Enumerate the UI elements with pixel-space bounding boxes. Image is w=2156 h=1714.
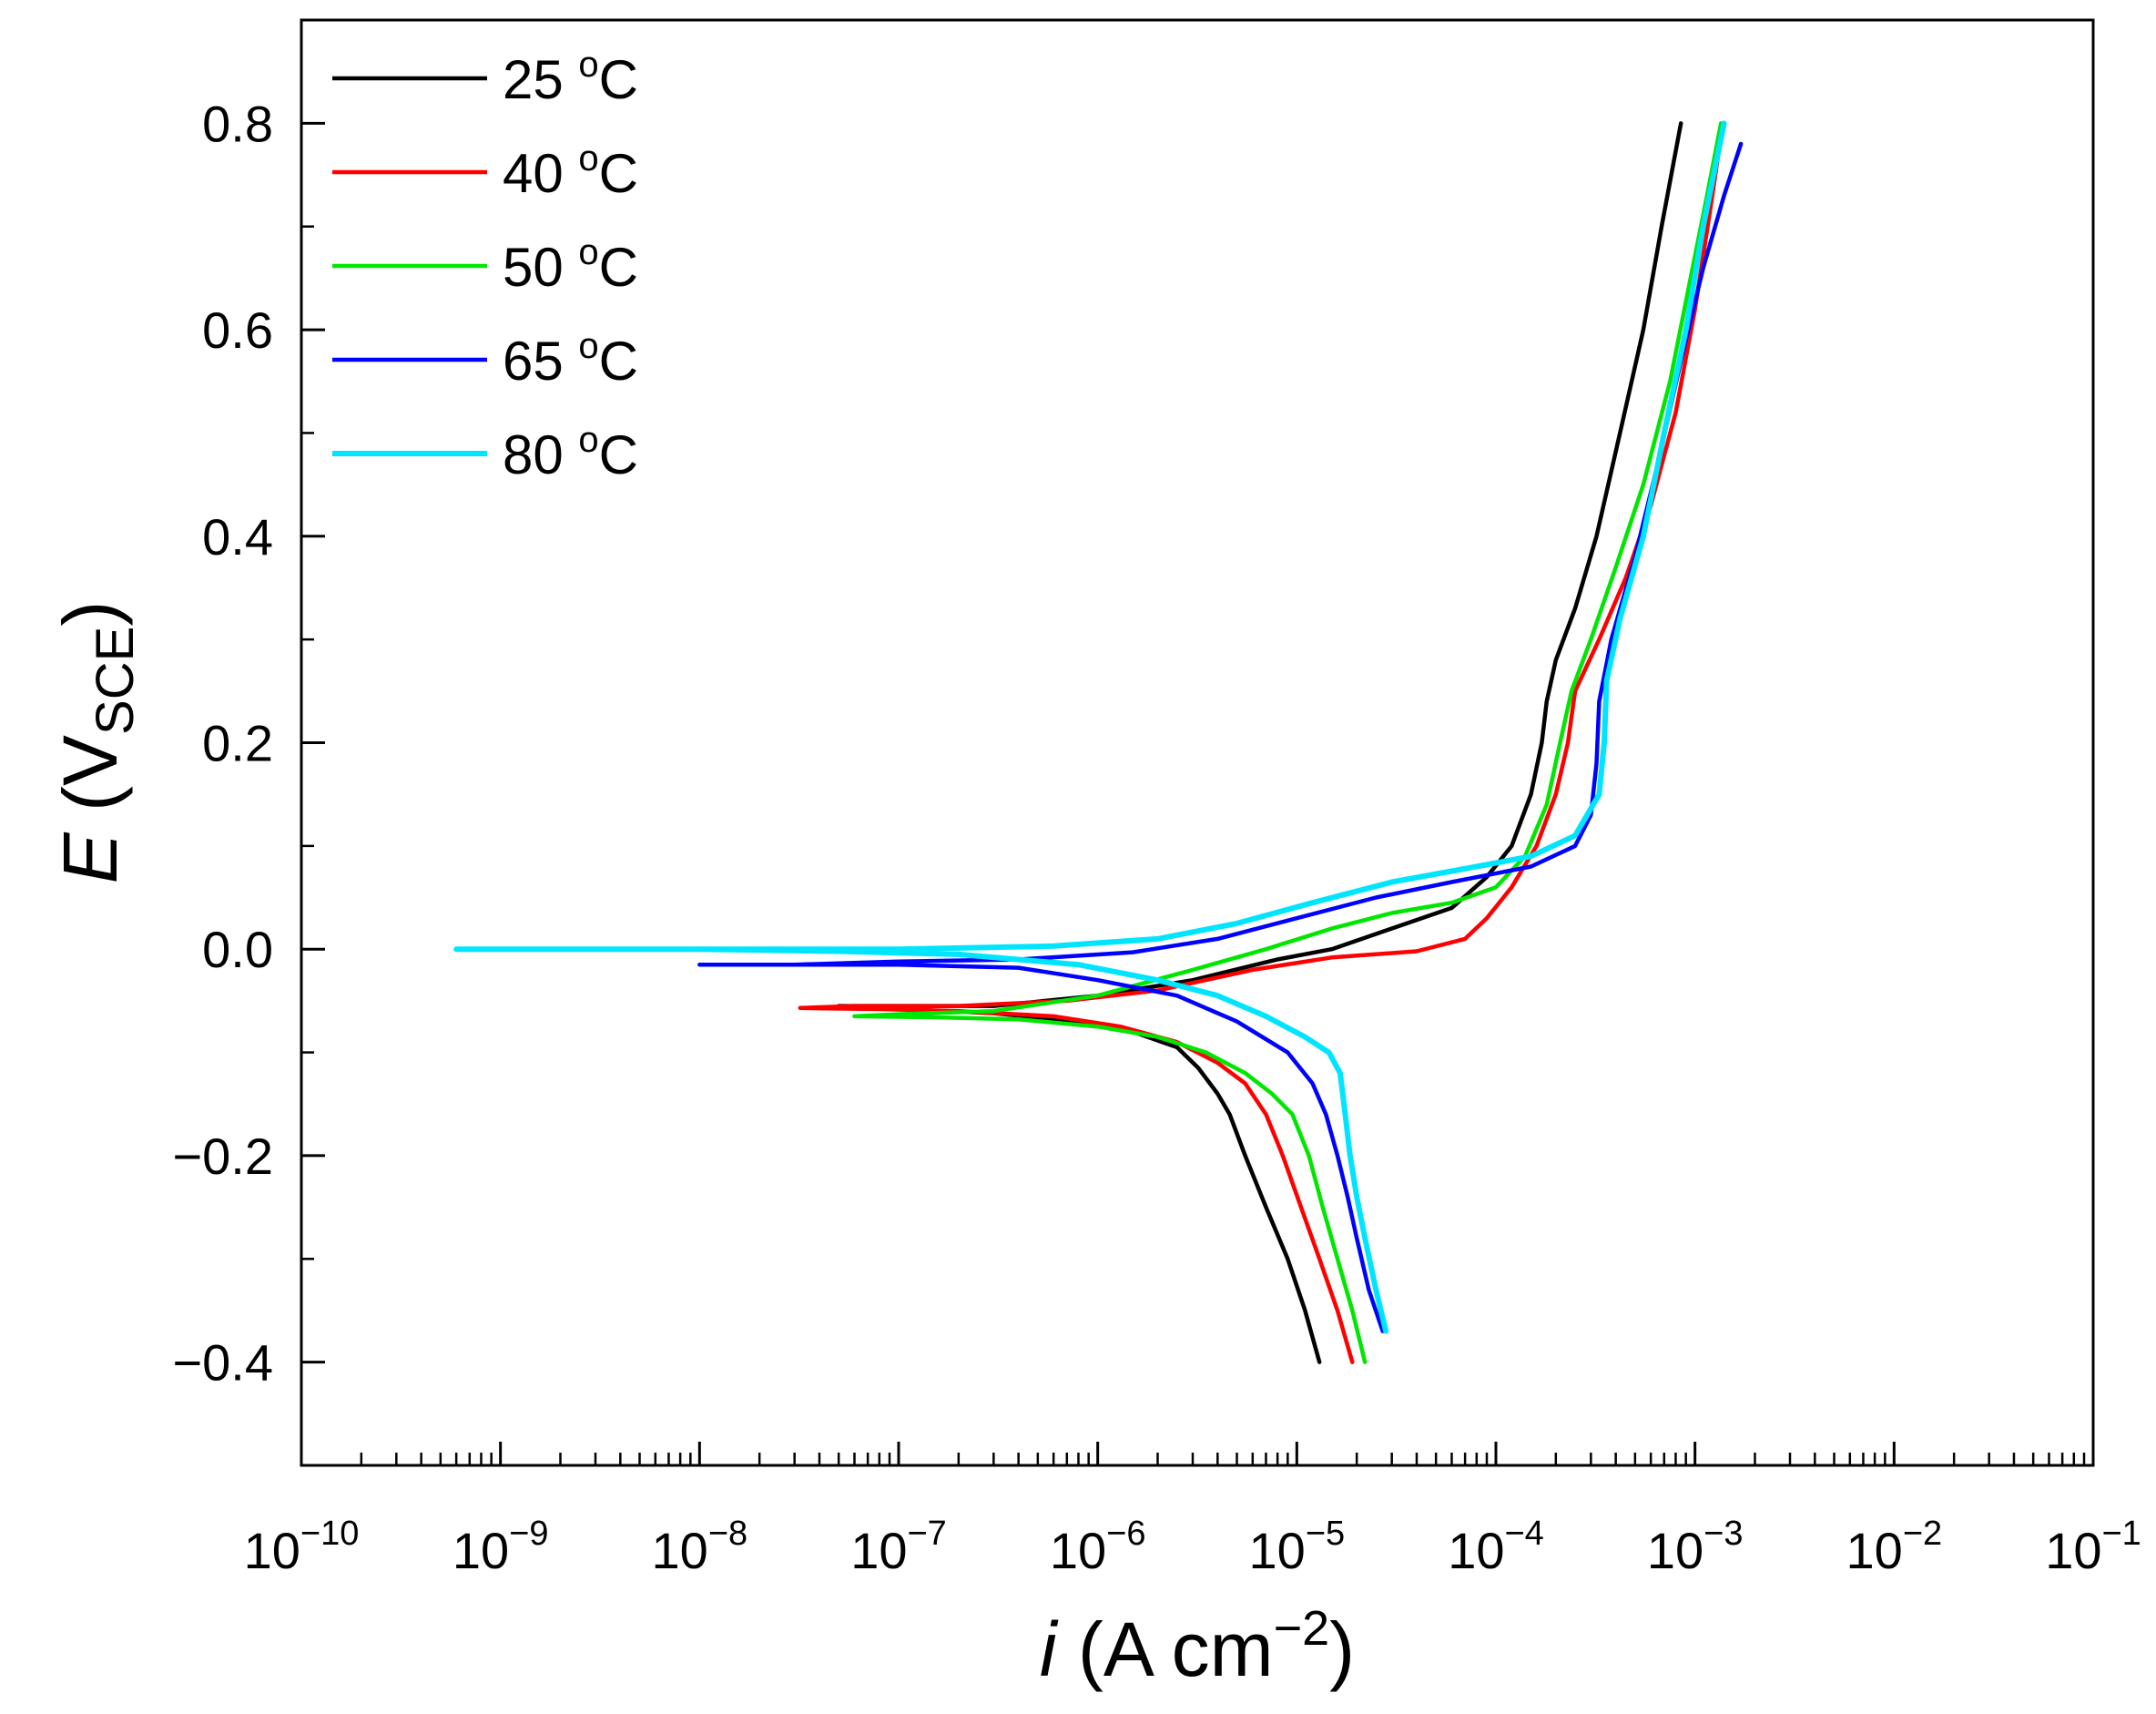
y-axis-label-sub: SCE (86, 627, 145, 735)
legend: 25 oC 40 oC 50 oC 65 oC 80 oC (332, 45, 638, 485)
legend-label: 25 oC (503, 45, 638, 110)
x-tick-label: 10−8 (652, 1515, 748, 1579)
series-line-5 (453, 120, 1727, 1334)
y-axis-label-italic: E (47, 831, 133, 883)
y-axis-label-text: (V (47, 735, 133, 832)
x-tick-label: 10−6 (1050, 1515, 1146, 1579)
y-tick-label: −0.4 (172, 1334, 273, 1392)
y-tick-label: −0.2 (172, 1127, 273, 1185)
y-tick-label: 0.6 (202, 301, 273, 359)
x-axis-label: i (A cm−2) (1040, 1601, 1355, 1692)
x-tick-label: 10−1 (2045, 1515, 2141, 1579)
x-tick-label: 10−3 (1647, 1515, 1744, 1579)
plot-area (300, 18, 2095, 1467)
legend-label: 65 oC (503, 326, 638, 392)
x-axis-label-italic: i (1040, 1607, 1059, 1692)
legend-label: 50 oC (503, 232, 638, 298)
x-tick-label: 10−7 (850, 1515, 947, 1579)
x-tick-label: 10−9 (453, 1515, 549, 1579)
y-axis-label: E (VSCE) (47, 601, 145, 884)
y-tick-labels: −0.4 −0.2 0.0 0.2 0.4 0.6 0.8 (172, 95, 273, 1391)
x-axis-label-close: ) (1329, 1607, 1355, 1692)
x-axis-label-sup: −2 (1274, 1601, 1330, 1656)
x-axis-label-text: (A cm (1057, 1607, 1274, 1692)
y-tick-label: 0.8 (202, 95, 273, 152)
legend-label: 40 oC (503, 138, 638, 204)
y-axis-label-close: ) (47, 601, 133, 627)
x-tick-label: 10−10 (244, 1515, 360, 1579)
minor-ticks (301, 225, 2086, 1465)
series-line-3 (852, 121, 1724, 1364)
legend-label: 80 oC (503, 420, 638, 485)
x-tick-label: 10−4 (1448, 1515, 1544, 1579)
x-tick-label: 10−5 (1249, 1515, 1346, 1579)
series-lines (453, 120, 1744, 1364)
x-tick-label: 10−2 (1846, 1515, 1943, 1579)
major-ticks (300, 121, 2095, 1465)
y-tick-label: 0.0 (202, 921, 273, 978)
x-tick-labels: 10−10 10−9 10−8 10−7 10−6 10−5 10−4 10−3 10−2 10−… (244, 1515, 2141, 1579)
y-tick-label: 0.2 (202, 715, 273, 772)
y-tick-label: 0.4 (202, 508, 273, 566)
